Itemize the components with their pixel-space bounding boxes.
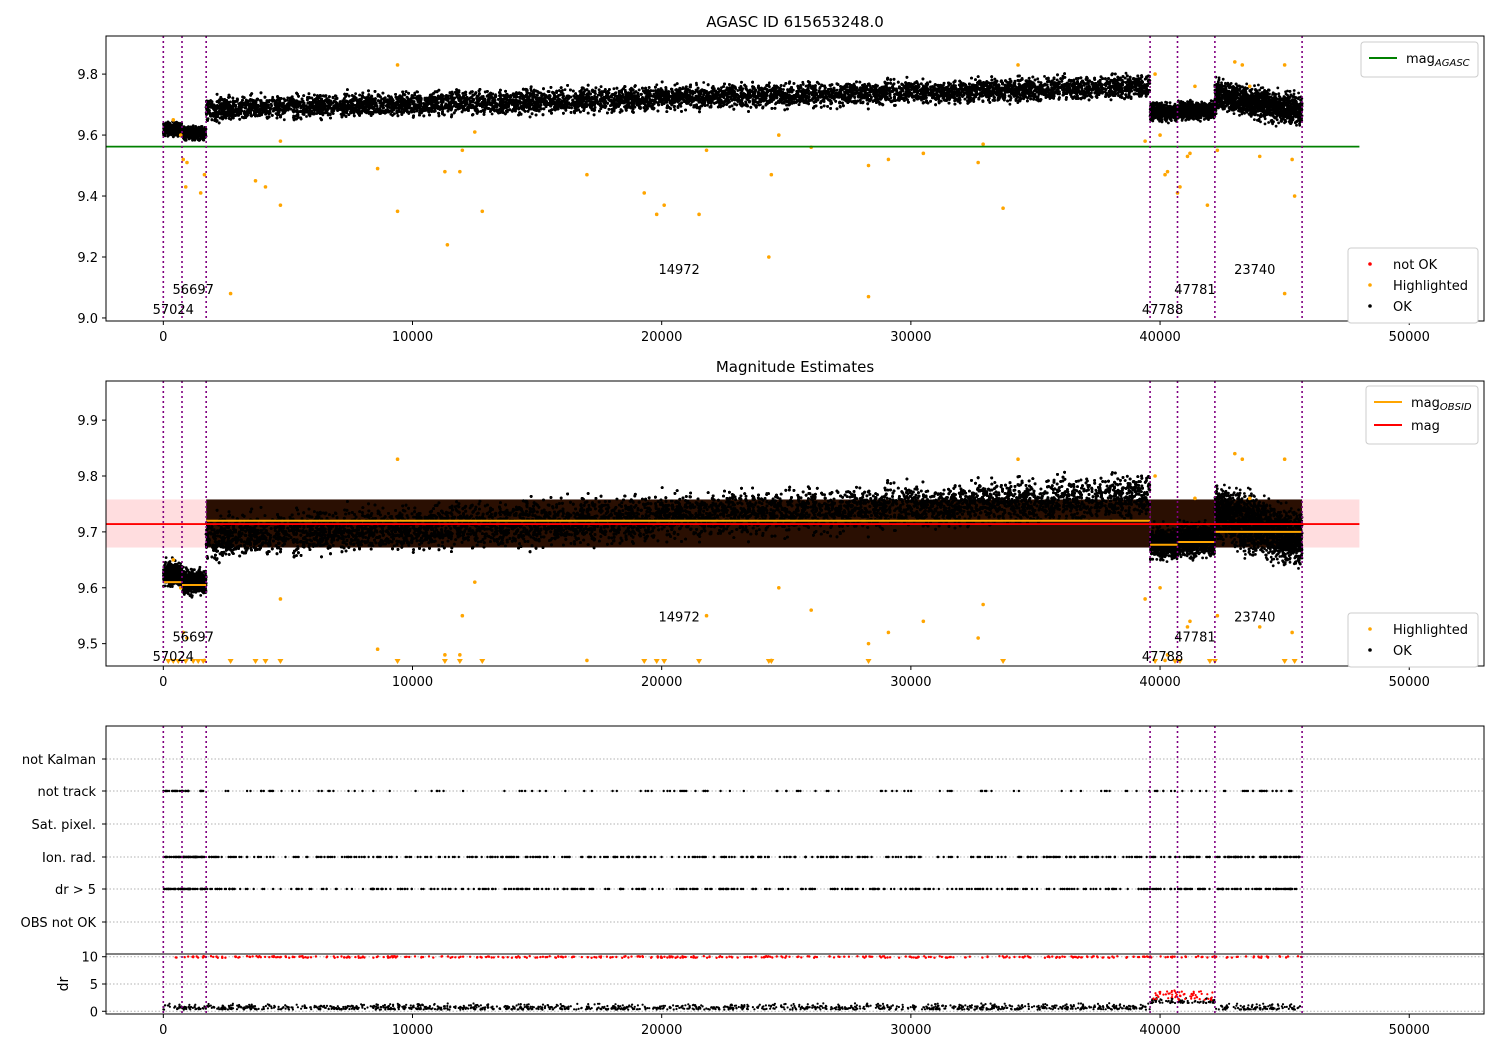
ok-point [177, 122, 180, 125]
ok-point [782, 88, 785, 91]
ok-point [305, 115, 308, 118]
ok-point [191, 136, 194, 139]
ok-points-layer [162, 72, 1304, 142]
ok-point [768, 81, 771, 84]
ok-point [188, 134, 191, 137]
ok-point [283, 118, 286, 121]
ok-point [168, 122, 171, 125]
ok-point [177, 131, 180, 134]
ok-point [702, 81, 705, 84]
ok-point [491, 113, 494, 116]
ok-point [169, 129, 172, 132]
ok-point [1125, 72, 1128, 75]
ok-point [195, 131, 198, 134]
ok-point [613, 87, 616, 90]
ok-point [836, 89, 839, 92]
ok-point [197, 135, 200, 138]
ok-point [187, 131, 190, 134]
ok-point [819, 86, 822, 89]
ok-point [1036, 77, 1039, 80]
ok-point [1043, 75, 1046, 78]
ok-point [1037, 81, 1040, 84]
ok-point [185, 128, 188, 131]
ok-point [416, 91, 419, 94]
ok-point [354, 92, 357, 95]
ok-point [186, 135, 189, 138]
ok-point [655, 83, 658, 86]
ok-point [201, 128, 204, 131]
ok-point [200, 137, 203, 140]
ok-point [190, 131, 193, 134]
ok-point [177, 135, 180, 138]
ok-point [564, 88, 567, 91]
ok-point [1009, 103, 1012, 106]
ok-point [929, 80, 932, 83]
ok-point [179, 126, 182, 129]
ok-point [166, 135, 169, 138]
ok-point [183, 138, 186, 141]
ok-point [164, 124, 167, 127]
ok-point [164, 130, 167, 133]
ok-point [198, 138, 201, 141]
ok-point [172, 135, 175, 138]
ok-point [195, 128, 198, 131]
ok-point [695, 84, 698, 87]
ok-point [1050, 83, 1053, 86]
ok-point [201, 133, 204, 136]
ok-point [783, 84, 786, 87]
figure: 570245669714972477884778123740 9.09.29.4… [0, 0, 1500, 1050]
ok-point [164, 126, 167, 129]
ok-point [176, 128, 179, 131]
